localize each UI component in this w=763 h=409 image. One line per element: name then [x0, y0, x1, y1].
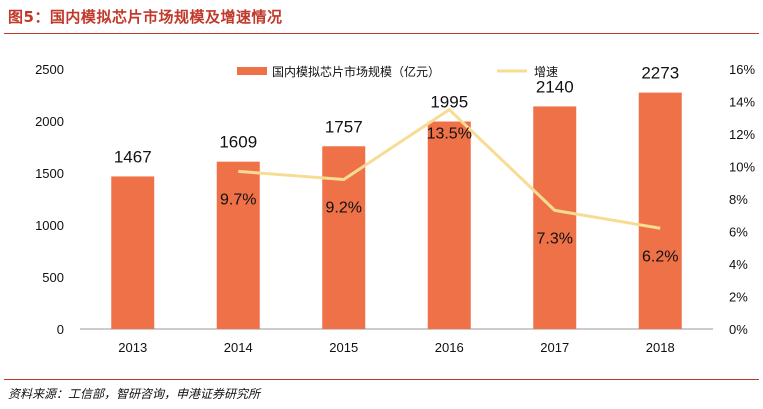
axes: 0 500 1000 1500 2000 2500 0% 2% 4% 6% 8% 10% 12% 14% 1…	[35, 62, 755, 355]
bar-value-label: 1995	[430, 93, 468, 112]
y-right-tick-label: 14%	[729, 95, 755, 110]
growth-value-label: 6.2%	[642, 248, 678, 265]
y-right-tick-label: 16%	[729, 62, 755, 77]
x-tick-label: 2015	[329, 340, 358, 355]
growth-value-label: 13.5%	[427, 126, 472, 143]
y-right-tick-label: 10%	[729, 160, 755, 175]
bar-value-label: 1467	[114, 147, 152, 166]
legend-bar-swatch	[237, 67, 267, 75]
y-right-tick-label: 6%	[729, 225, 748, 240]
bar-value-label: 2140	[536, 77, 574, 96]
bar	[322, 146, 366, 329]
source-rule	[4, 379, 759, 380]
y-left-tick-label: 1000	[35, 218, 64, 233]
bar	[216, 161, 260, 329]
title-rule	[4, 33, 759, 34]
growth-value-label: 9.7%	[220, 191, 256, 208]
y-left-tick-label: 500	[42, 270, 64, 285]
growth-value-label: 7.3%	[537, 230, 573, 247]
legend-bar-label: 国内模拟芯片市场规模（亿元）	[272, 64, 440, 79]
x-tick-label: 2017	[540, 340, 569, 355]
legend-line-label: 增速	[534, 65, 558, 79]
x-tick-label: 2018	[646, 340, 675, 355]
growth-line	[238, 108, 661, 230]
y-left-tick-label: 0	[57, 322, 64, 337]
y-right-tick-label: 0%	[729, 322, 748, 337]
growth-line-path	[238, 108, 661, 230]
y-right-tick-label: 12%	[729, 127, 755, 142]
growth-value-label: 9.2%	[326, 200, 362, 217]
y-left-tick-label: 2500	[35, 62, 64, 77]
bar	[111, 176, 155, 329]
y-right-tick-label: 2%	[729, 290, 748, 305]
x-tick-label: 2016	[435, 340, 464, 355]
bar	[427, 121, 471, 330]
x-tick-label: 2014	[224, 340, 253, 355]
y-right-tick-label: 8%	[729, 192, 748, 207]
y-right-tick-label: 4%	[729, 257, 748, 272]
bar	[533, 106, 577, 329]
bar	[638, 92, 682, 329]
legend: 国内模拟芯片市场规模（亿元） 增速	[237, 64, 558, 79]
x-tick-label: 2013	[118, 340, 147, 355]
bar-value-label: 2273	[641, 64, 679, 83]
bar-value-label: 1757	[325, 117, 363, 136]
bar-value-label: 1609	[219, 133, 257, 152]
figure-title: 图5：国内模拟芯片市场规模及增速情况	[8, 8, 283, 26]
y-left-tick-label: 1500	[35, 166, 64, 181]
bars	[111, 92, 682, 330]
data-labels: 1467 1609 1757 1995 2140 2273 9.7% 9.2% 13.5% 7.3…	[114, 64, 679, 266]
source-note: 资料来源：工信部，智研咨询，申港证券研究所	[8, 387, 261, 401]
y-left-tick-label: 2000	[35, 114, 64, 129]
